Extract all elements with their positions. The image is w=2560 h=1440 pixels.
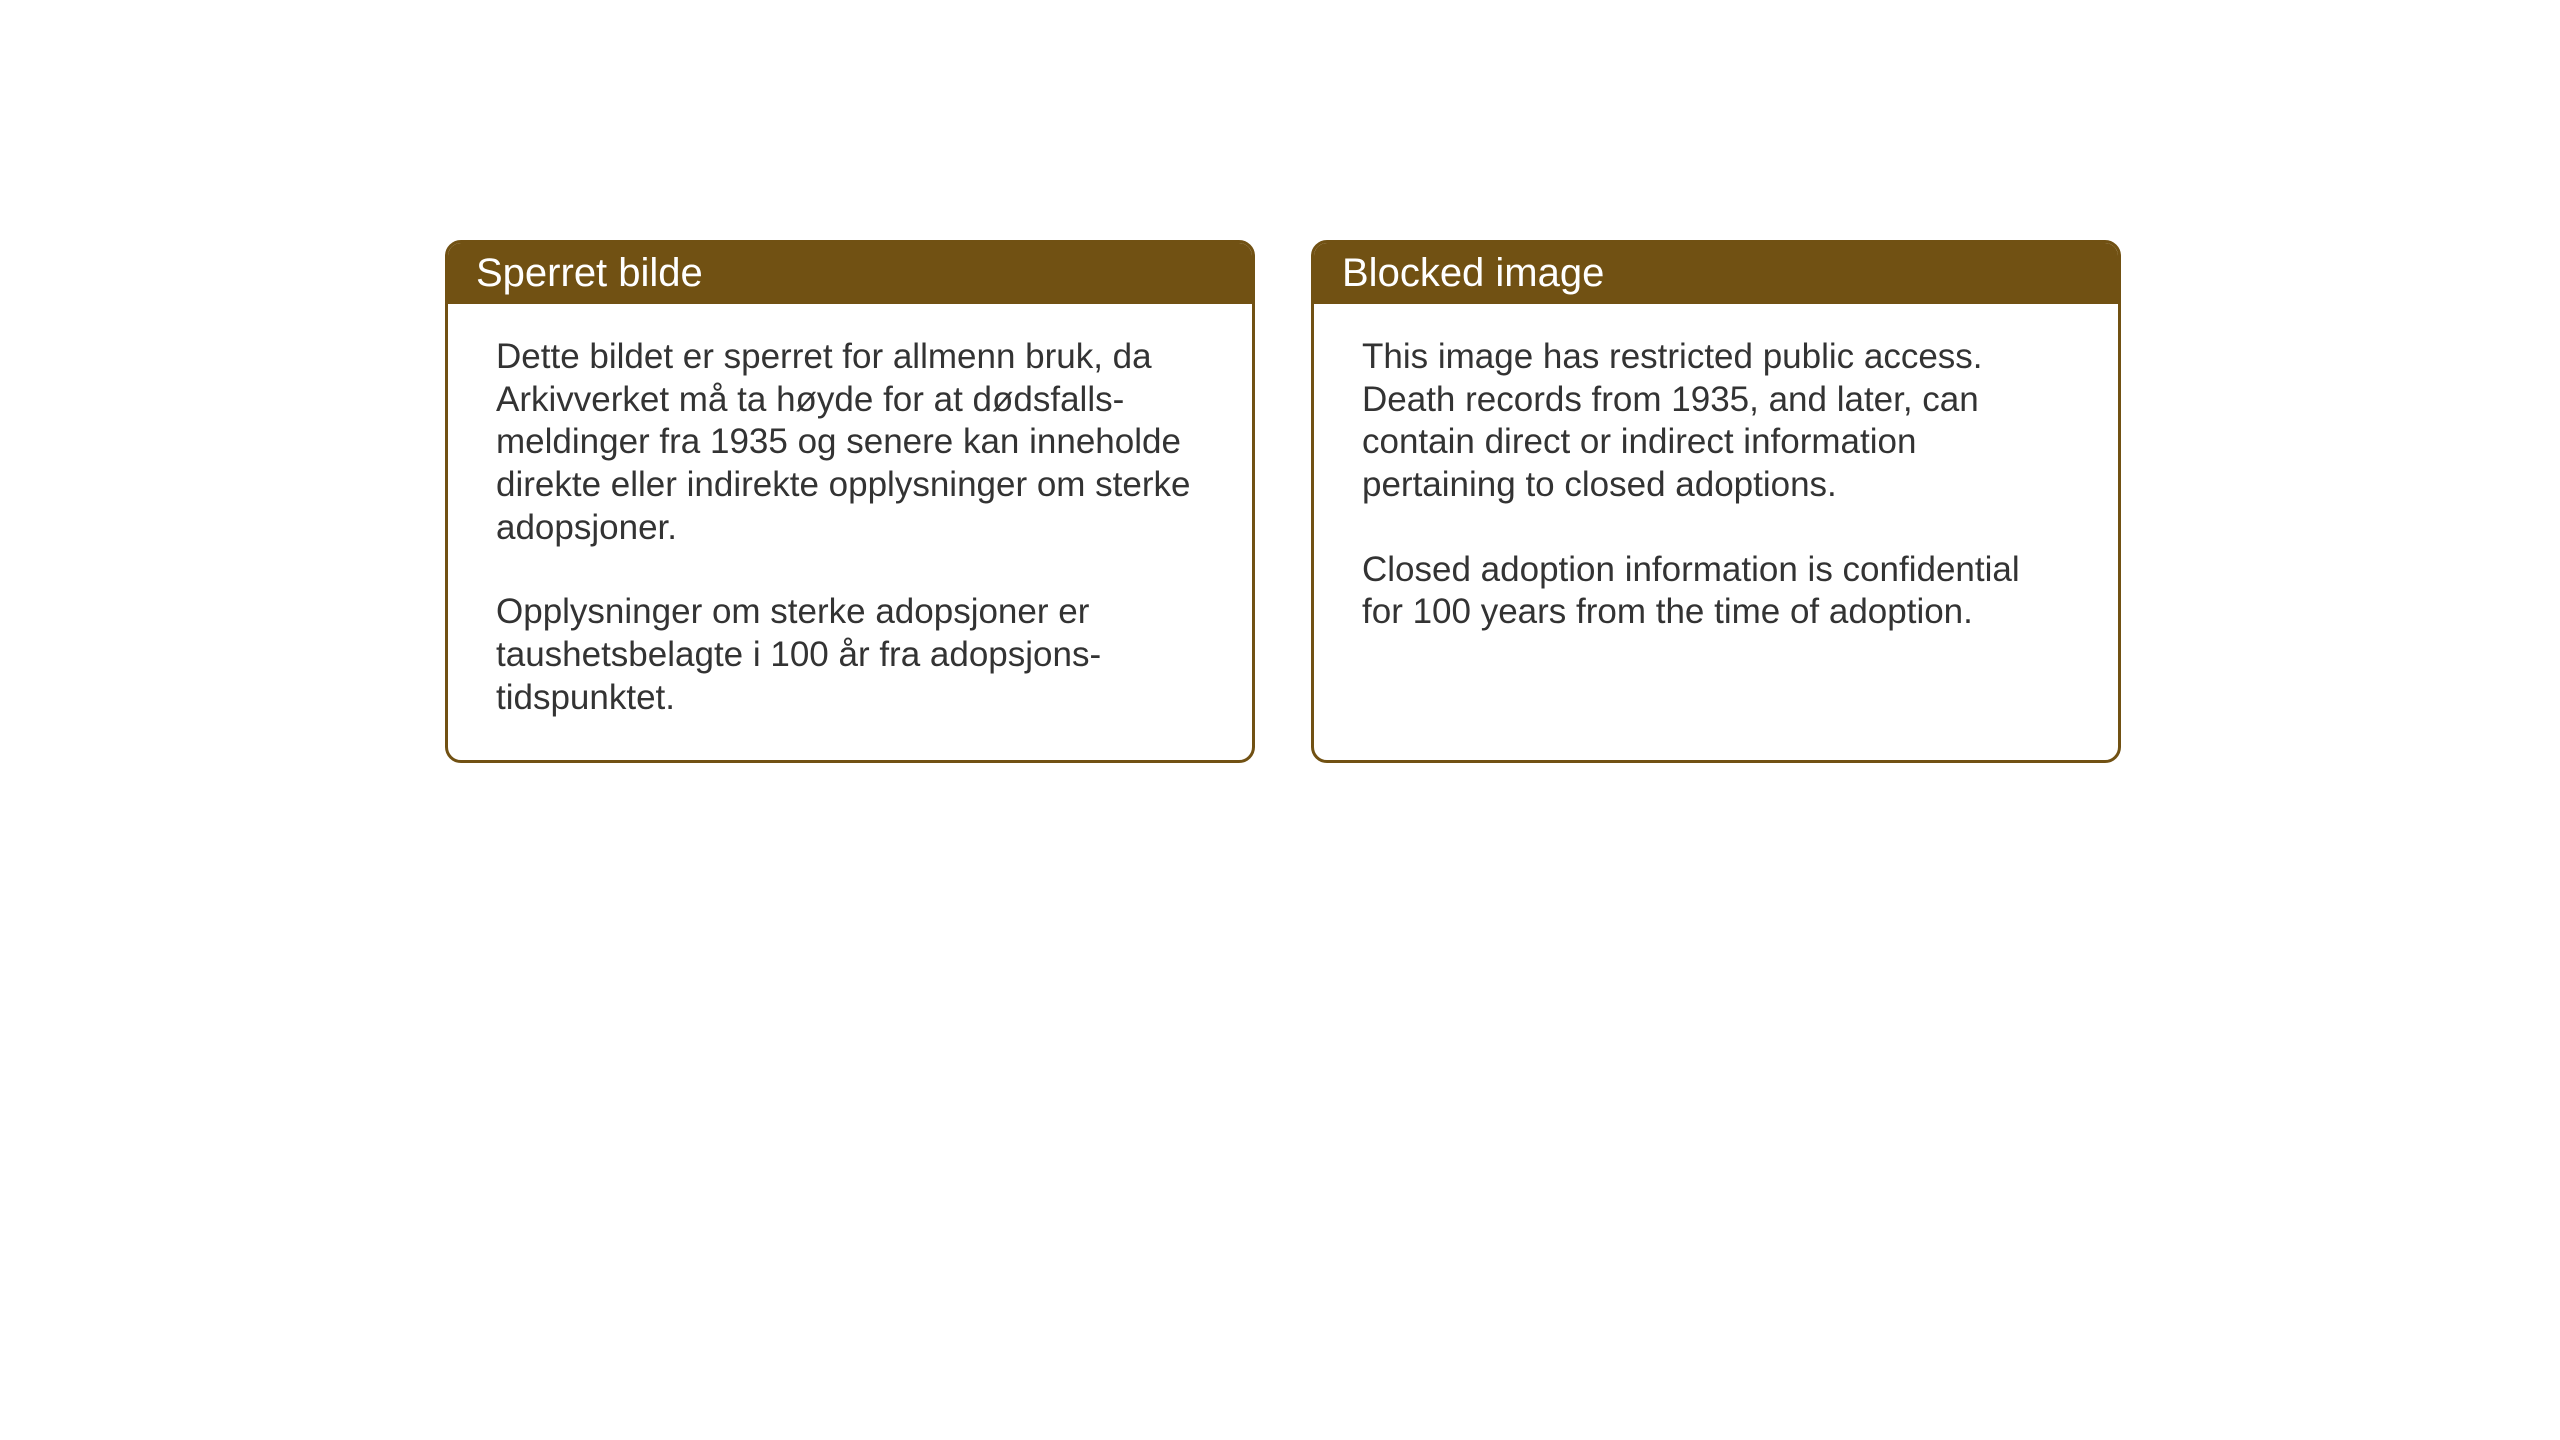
card-norwegian: Sperret bilde Dette bildet er sperret fo…: [445, 240, 1255, 763]
card-header-norwegian: Sperret bilde: [448, 243, 1252, 304]
card-paragraph-2-norwegian: Opplysninger om sterke adopsjoner er tau…: [496, 591, 1204, 719]
card-english: Blocked image This image has restricted …: [1311, 240, 2121, 763]
card-body-english: This image has restricted public access.…: [1314, 304, 2118, 724]
card-title-english: Blocked image: [1342, 251, 1604, 295]
card-paragraph-1-norwegian: Dette bildet er sperret for allmenn bruk…: [496, 336, 1204, 549]
card-paragraph-1-english: This image has restricted public access.…: [1362, 336, 2070, 507]
card-header-english: Blocked image: [1314, 243, 2118, 304]
card-body-norwegian: Dette bildet er sperret for allmenn bruk…: [448, 304, 1252, 760]
card-title-norwegian: Sperret bilde: [476, 251, 703, 295]
card-paragraph-2-english: Closed adoption information is confident…: [1362, 549, 2070, 634]
cards-container: Sperret bilde Dette bildet er sperret fo…: [445, 240, 2121, 763]
